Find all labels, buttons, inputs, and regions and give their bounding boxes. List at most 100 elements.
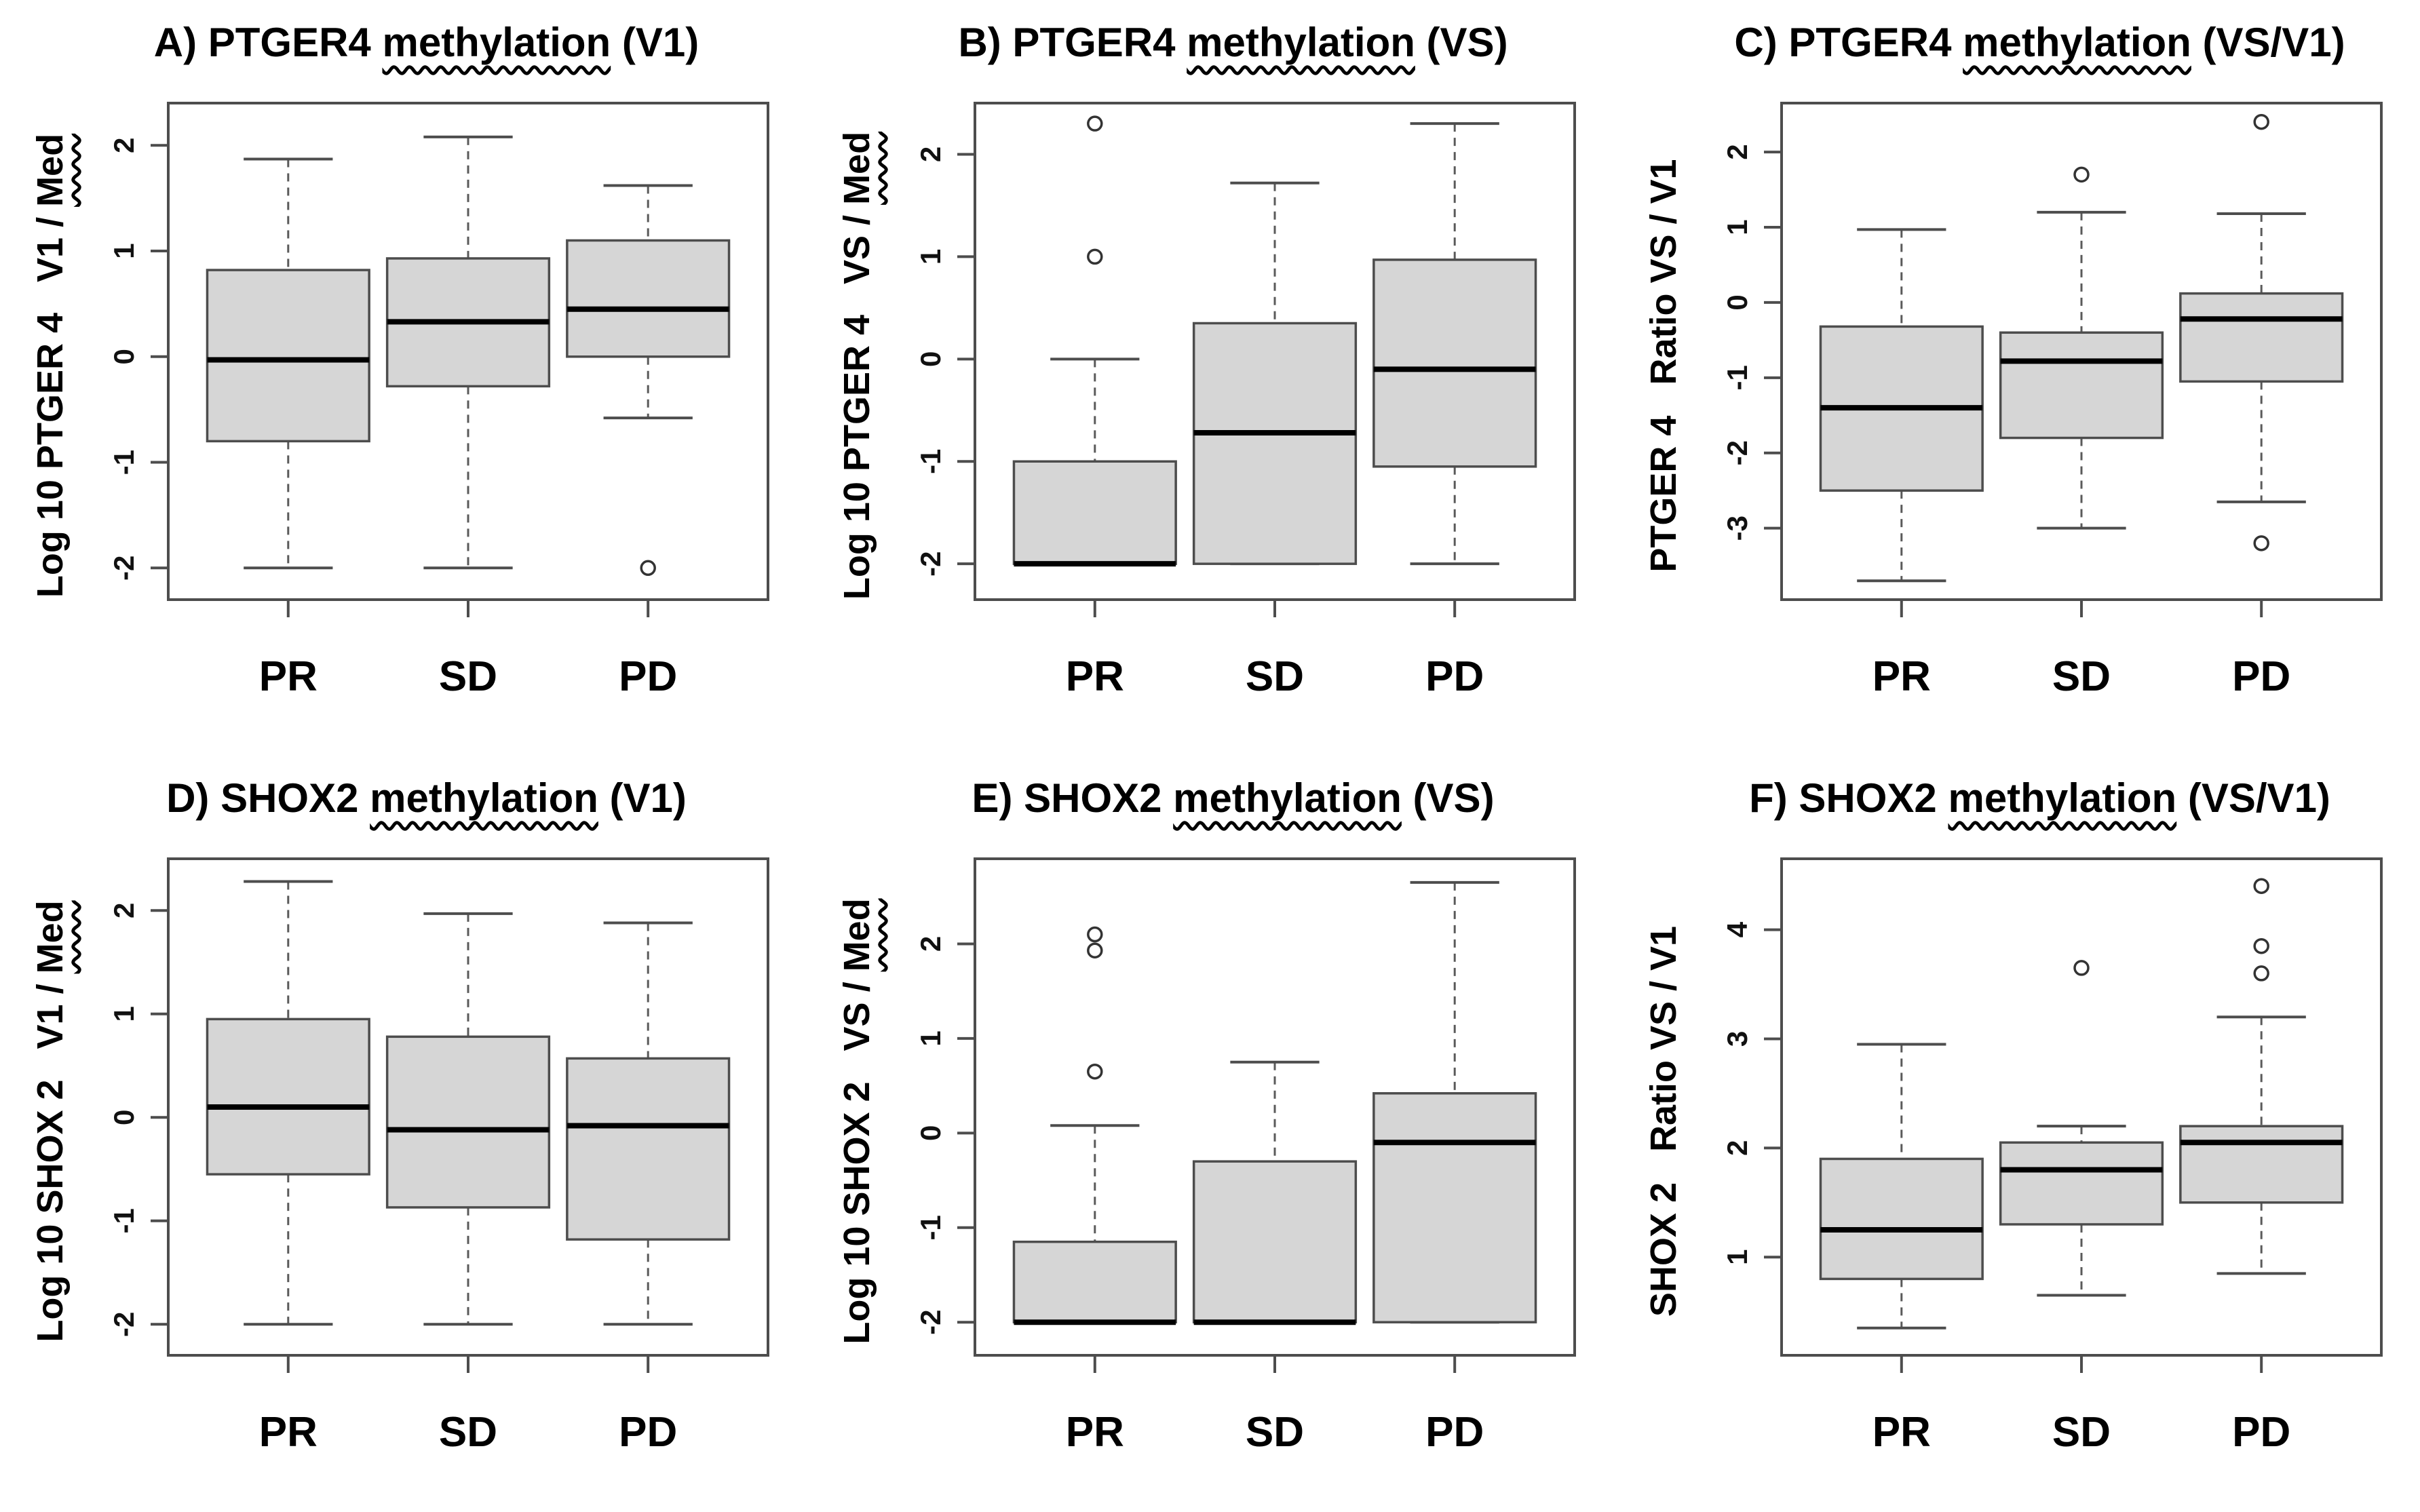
- iqr-box: [566, 1057, 731, 1241]
- title-text: B) PTGER4: [958, 20, 1187, 65]
- outlier-point: [2253, 965, 2269, 982]
- category-label: SD: [439, 653, 497, 700]
- outlier-point: [2253, 113, 2269, 130]
- panel-f-title: F) SHOX2 methylation (VS/V1): [1626, 761, 2406, 848]
- y-axis-label-column: SHOX 2 Ratio VS / V1: [1626, 848, 1702, 1499]
- iqr-box: [1012, 1240, 1177, 1323]
- panel-e: E) SHOX2 methylation (VS) Log 10 SHOX 2 …: [807, 756, 1613, 1512]
- outlier-point: [1087, 115, 1103, 132]
- y-tick-label: 2: [1721, 1140, 1753, 1156]
- y-tick-label: 4: [1721, 921, 1753, 937]
- y-tick-label: 3: [1721, 1031, 1753, 1047]
- y-axis-label: PTGER 4 Ratio VS / V1: [1643, 159, 1685, 573]
- y-tick-label: 0: [915, 1125, 946, 1141]
- category-label: SD: [2052, 653, 2111, 700]
- outlier-point: [1087, 926, 1103, 943]
- y-axis-label-column: Log 10 PTGER 4 VS / Med: [819, 92, 895, 743]
- title-underlined-word: methylation: [370, 775, 598, 821]
- y-axis-label: SHOX 2 Ratio VS / V1: [1643, 926, 1685, 1317]
- iqr-box: [385, 1035, 551, 1209]
- title-underlined-word: methylation: [1173, 775, 1402, 821]
- panel-b-body: Log 10 PTGER 4 VS / Med 2 1 0 -1 -2 PR SD PD: [819, 92, 1600, 743]
- y-axis-label-text: Log 10 SHOX 2 V1 /: [30, 973, 71, 1342]
- boxplot-plot-e: 2 1 0 -1 -2 PR SD PD: [915, 857, 1576, 1456]
- panel-d-body: Log 10 SHOX 2 V1 / Med 2 1 0 -1 -2 PR SD PD: [12, 848, 793, 1499]
- panel-e-title: E) SHOX2 methylation (VS): [819, 761, 1600, 848]
- iqr-box: [2179, 292, 2344, 383]
- panel-f: F) SHOX2 methylation (VS/V1) SHOX 2 Rati…: [1613, 756, 2420, 1512]
- category-label: PD: [1425, 1409, 1484, 1456]
- panel-e-body: Log 10 SHOX 2 VS / Med 2 1 0 -1 -2 PR SD PD: [819, 848, 1600, 1499]
- boxplot-plot-a: 2 1 0 -1 -2 PR SD PD: [108, 102, 769, 700]
- panel-c: C) PTGER4 methylation (VS/V1) PTGER 4 Ra…: [1613, 0, 2420, 756]
- outlier-point: [2253, 878, 2269, 894]
- y-tick-label: 1: [1721, 219, 1753, 235]
- iqr-box: [566, 239, 731, 358]
- panel-a-body: Log 10 PTGER 4 V1 / Med 2 1 0 -1 -2 PR SD PD: [12, 92, 793, 743]
- category-label: PR: [1066, 653, 1124, 700]
- y-axis-label: Log 10 SHOX 2 VS / Med: [836, 899, 878, 1344]
- y-axis-label: Log 10 SHOX 2 V1 / Med: [29, 901, 71, 1342]
- category-label: SD: [1246, 653, 1304, 700]
- title-text: E) SHOX2: [972, 775, 1174, 821]
- y-tick-label: 2: [108, 903, 140, 918]
- outlier-point: [2073, 166, 2090, 183]
- y-tick-label: -2: [1721, 440, 1753, 465]
- y-tick-label: 2: [915, 147, 946, 162]
- category-label: PD: [1425, 653, 1484, 700]
- outlier-point: [1087, 1063, 1103, 1080]
- y-tick-label: -1: [1721, 365, 1753, 390]
- y-axis-label-underlined-word: Med: [30, 134, 71, 208]
- iqr-box: [1372, 258, 1537, 468]
- y-tick-label: 0: [108, 349, 140, 364]
- y-tick-label: -1: [915, 449, 946, 474]
- category-label: PR: [1066, 1409, 1124, 1456]
- category-label: PD: [2232, 653, 2290, 700]
- iqr-box: [1192, 1160, 1358, 1323]
- outlier-point: [2073, 960, 2090, 976]
- y-tick-label: 2: [1721, 144, 1753, 159]
- iqr-box: [1819, 1157, 1984, 1281]
- y-tick-label: 1: [915, 1030, 946, 1046]
- panel-d: D) SHOX2 methylation (V1) Log 10 SHOX 2 …: [0, 756, 807, 1512]
- y-tick-label: -2: [108, 1312, 140, 1337]
- title-text: D) SHOX2: [166, 775, 370, 821]
- boxplot-plot-c: 2 1 0 -1 -2 -3 PR SD PD: [1721, 102, 2383, 700]
- y-tick-label: -2: [108, 556, 140, 581]
- y-axis-label-underlined-word: Med: [30, 900, 71, 974]
- category-label: PR: [1872, 1409, 1931, 1456]
- category-label: PR: [1872, 653, 1931, 700]
- panel-d-title: D) SHOX2 methylation (V1): [12, 761, 793, 848]
- boxplot-plot-b: 2 1 0 -1 -2 PR SD PD: [915, 102, 1576, 700]
- category-label: PR: [259, 653, 318, 700]
- outlier-point: [1087, 942, 1103, 958]
- y-tick-label: 2: [915, 936, 946, 952]
- y-axis-label-text: Log 10 PTGER 4 VS /: [837, 205, 877, 600]
- y-tick-label: -2: [915, 1310, 946, 1335]
- y-tick-label: -2: [915, 551, 946, 576]
- y-axis-label: Log 10 PTGER 4 VS / Med: [836, 132, 878, 600]
- title-text: (VS/V1): [2176, 775, 2330, 821]
- panel-f-body: SHOX 2 Ratio VS / V1 4 3 2 1 PR SD PD: [1626, 848, 2406, 1499]
- y-axis-label-column: Log 10 SHOX 2 VS / Med: [819, 848, 895, 1499]
- title-underlined-word: methylation: [1948, 775, 2177, 821]
- panel-a: A) PTGER4 methylation (V1) Log 10 PTGER …: [0, 0, 807, 756]
- y-tick-label: 1: [108, 1006, 140, 1022]
- y-tick-label: -1: [108, 450, 140, 475]
- category-label: PD: [2232, 1409, 2290, 1456]
- iqr-box: [1012, 460, 1177, 565]
- panel-c-body: PTGER 4 Ratio VS / V1 2 1 0 -1 -2 -3 PR SD PD: [1626, 92, 2406, 743]
- y-axis-label: Log 10 PTGER 4 V1 / Med: [29, 134, 71, 598]
- y-tick-label: -1: [108, 1208, 140, 1233]
- y-axis-label-text: SHOX 2 Ratio VS / V1: [1643, 926, 1684, 1317]
- category-label: SD: [2052, 1409, 2111, 1456]
- y-axis-label-column: Log 10 SHOX 2 V1 / Med: [12, 848, 88, 1499]
- title-text: (V1): [598, 775, 687, 821]
- y-axis-label-underlined-word: Med: [837, 898, 877, 972]
- y-tick-label: -1: [915, 1215, 946, 1240]
- category-label: SD: [439, 1409, 497, 1456]
- title-underlined-word: methylation: [1187, 20, 1415, 65]
- outlier-point: [1087, 248, 1103, 265]
- outlier-point: [640, 560, 656, 577]
